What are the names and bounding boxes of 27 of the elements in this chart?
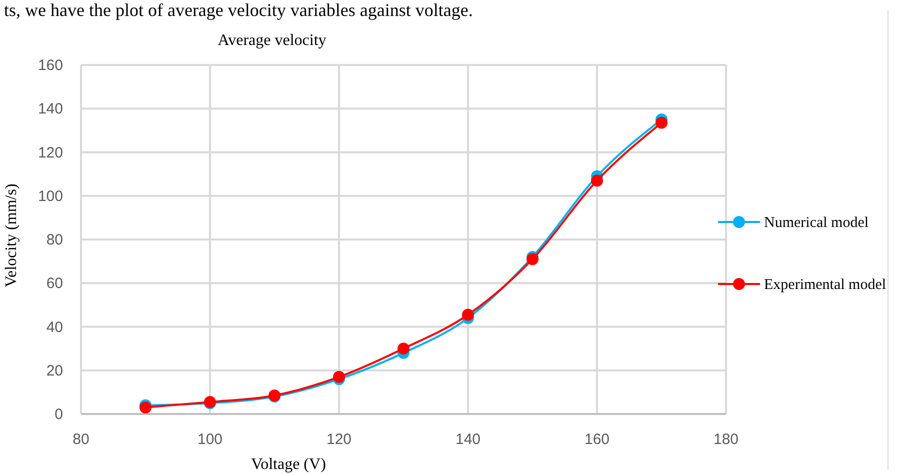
point: [591, 174, 603, 187]
point: [656, 116, 668, 129]
point: [333, 370, 345, 383]
y-tick-label: 160: [38, 57, 63, 74]
y-tick-label: 100: [38, 188, 63, 205]
x-tick-label: 180: [713, 431, 739, 448]
x-tick-label: 80: [72, 431, 90, 448]
y-tick-label: 140: [38, 100, 63, 118]
y-axis-title: Velocity (mm/s): [3, 184, 20, 288]
y-tick-label: 80: [46, 232, 63, 248]
point: [398, 342, 410, 355]
y-tick-label: 60: [46, 275, 63, 292]
point: [526, 253, 538, 266]
x-tick-label: 120: [326, 431, 352, 448]
chart-title: Average velocity: [218, 32, 326, 49]
y-tick-label: 20: [46, 362, 63, 380]
x-axis-title: Voltage (V): [251, 456, 326, 473]
y-tick-label: 120: [38, 144, 63, 162]
x-tick-label: 160: [584, 431, 610, 448]
text: ts, we have the plot of average velocity variables against voltage.: [4, 0, 473, 20]
x-tick-label: 100: [197, 431, 223, 448]
y-tick-label: 40: [46, 318, 63, 336]
x-tick-label: 140: [455, 431, 481, 448]
point: [462, 308, 474, 321]
legend-label: Experimental model: [764, 277, 886, 293]
legend-label: Numerical model: [764, 215, 869, 231]
y-tick-label: 0: [54, 406, 63, 423]
